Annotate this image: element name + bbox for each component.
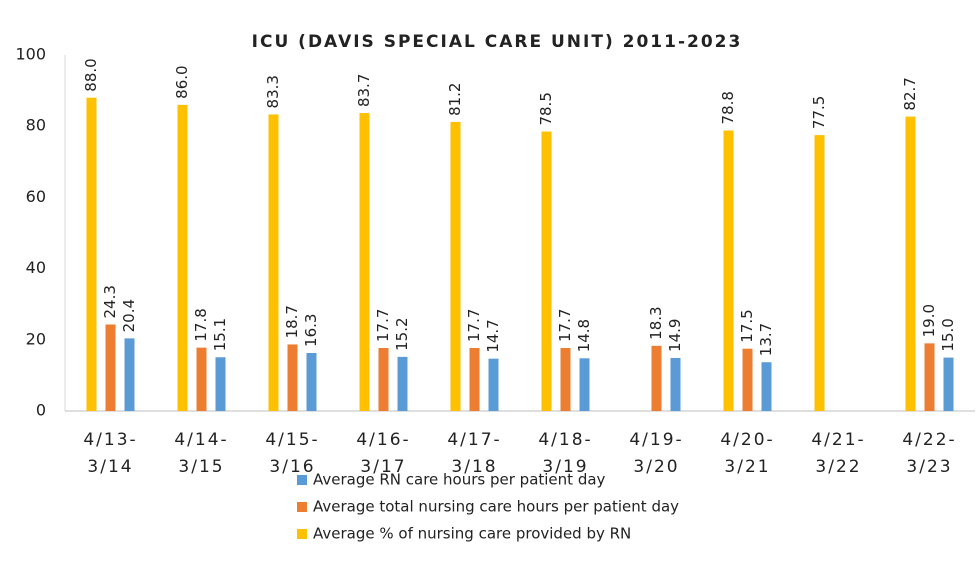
- value-label: 77.5: [810, 96, 828, 129]
- bar: [579, 358, 590, 411]
- bar: [215, 357, 226, 411]
- y-tick-label: 20: [26, 329, 46, 348]
- value-label: 18.3: [647, 306, 665, 339]
- bar: [196, 347, 207, 411]
- bar: [651, 345, 662, 411]
- x-tick-label: 4/21-: [811, 430, 865, 450]
- bar: [378, 347, 389, 411]
- x-tick-label: 3/17: [360, 457, 406, 477]
- x-tick-label: 3/21: [724, 457, 770, 477]
- legend-swatch: [297, 502, 307, 512]
- x-tick-label: 3/15: [178, 457, 224, 477]
- bar: [124, 338, 135, 411]
- x-tick-label: 4/14-: [174, 430, 228, 450]
- x-tick-label: 3/16: [269, 457, 315, 477]
- y-tick-label: 0: [36, 401, 46, 420]
- x-tick-label: 4/16-: [356, 430, 410, 450]
- x-tick-label: 4/15-: [265, 430, 319, 450]
- legend-swatch: [297, 529, 307, 539]
- x-tick-label: 4/20-: [720, 430, 774, 450]
- bar: [287, 344, 298, 411]
- value-label: 16.3: [302, 314, 320, 347]
- bar: [560, 347, 571, 411]
- y-tick-label: 80: [26, 116, 46, 135]
- x-tick-label: 4/19-: [629, 430, 683, 450]
- bar: [924, 343, 935, 411]
- bar: [397, 356, 408, 411]
- x-tick-label: 3/23: [906, 457, 952, 477]
- value-label: 86.0: [173, 65, 191, 98]
- bar: [723, 130, 734, 412]
- bar: [905, 116, 916, 411]
- x-tick-label: 3/22: [815, 457, 861, 477]
- x-tick-label: 4/22-: [902, 430, 956, 450]
- value-label: 82.7: [901, 77, 919, 110]
- y-tick-label: 40: [26, 258, 46, 277]
- x-tick-label: 4/18-: [538, 430, 592, 450]
- value-label: 15.1: [211, 318, 229, 351]
- value-label: 17.5: [738, 309, 756, 342]
- bar: [268, 114, 279, 412]
- value-label: 14.8: [575, 319, 593, 352]
- x-tick-label: 3/20: [633, 457, 679, 477]
- bar: [541, 131, 552, 412]
- bar: [742, 348, 753, 411]
- bar: [359, 113, 370, 411]
- legend-label: Average RN care hours per patient day: [313, 471, 606, 489]
- bar: [943, 357, 954, 411]
- x-tick-label: 4/13-: [83, 430, 137, 450]
- value-label: 78.8: [719, 91, 737, 124]
- value-label: 81.2: [446, 83, 464, 116]
- y-tick-label: 60: [26, 187, 46, 206]
- x-tick-label: 3/19: [542, 457, 588, 477]
- value-label: 83.7: [355, 74, 373, 107]
- value-label: 14.9: [666, 319, 684, 352]
- bar: [86, 97, 97, 411]
- value-label: 15.0: [939, 318, 957, 351]
- legend-label: Average % of nursing care provided by RN: [313, 525, 631, 543]
- bar: [105, 324, 116, 411]
- y-tick-label: 100: [15, 45, 46, 64]
- value-label: 17.7: [465, 309, 483, 342]
- x-tick-label: 3/14: [87, 457, 133, 477]
- value-label: 83.3: [264, 75, 282, 108]
- chart-title: ICU (DAVIS SPECIAL CARE UNIT) 2011-2023: [252, 32, 743, 52]
- value-label: 17.7: [374, 309, 392, 342]
- value-label: 18.7: [283, 305, 301, 338]
- x-tick-label: 3/18: [451, 457, 497, 477]
- bar: [450, 121, 461, 411]
- bar: [469, 347, 480, 411]
- bar: [177, 104, 188, 411]
- x-tick-label: 4/17-: [447, 430, 501, 450]
- bar: [814, 135, 825, 411]
- bar: [488, 358, 499, 411]
- legend-swatch: [297, 475, 307, 485]
- legend-label: Average total nursing care hours per pat…: [313, 498, 679, 516]
- value-label: 24.3: [101, 285, 119, 318]
- value-label: 19.0: [920, 304, 938, 337]
- bar: [761, 362, 772, 411]
- value-label: 88.0: [82, 58, 100, 91]
- value-label: 78.5: [537, 92, 555, 125]
- value-label: 15.2: [393, 317, 411, 350]
- value-label: 17.7: [556, 309, 574, 342]
- value-label: 13.7: [757, 323, 775, 356]
- bar: [670, 357, 681, 411]
- value-label: 17.8: [192, 308, 210, 341]
- bar: [306, 352, 317, 411]
- value-label: 20.4: [120, 299, 138, 332]
- value-label: 14.7: [484, 319, 502, 352]
